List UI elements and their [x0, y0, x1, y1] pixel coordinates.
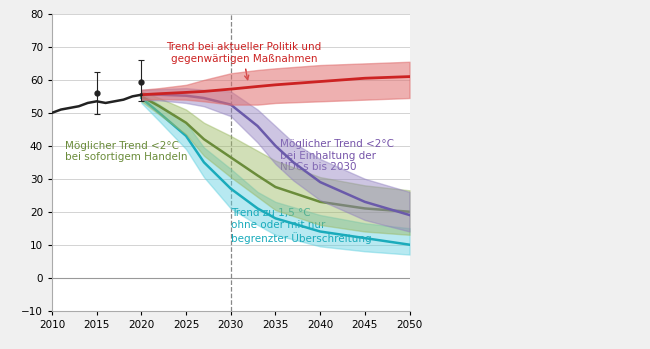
- Text: Trend zu 1,5 °C
ohne oder mit nur
begrenzter Überschreitung: Trend zu 1,5 °C ohne oder mit nur begren…: [231, 208, 371, 244]
- Text: Möglicher Trend <2°C
bei sofortigem Handeln: Möglicher Trend <2°C bei sofortigem Hand…: [66, 141, 188, 163]
- Text: Trend bei aktueller Politik und
gegenwärtigen Maßnahmen: Trend bei aktueller Politik und gegenwär…: [166, 42, 322, 80]
- Text: Möglicher Trend <2°C
bei Einhaltung der
NDCs bis 2030: Möglicher Trend <2°C bei Einhaltung der …: [280, 139, 394, 172]
